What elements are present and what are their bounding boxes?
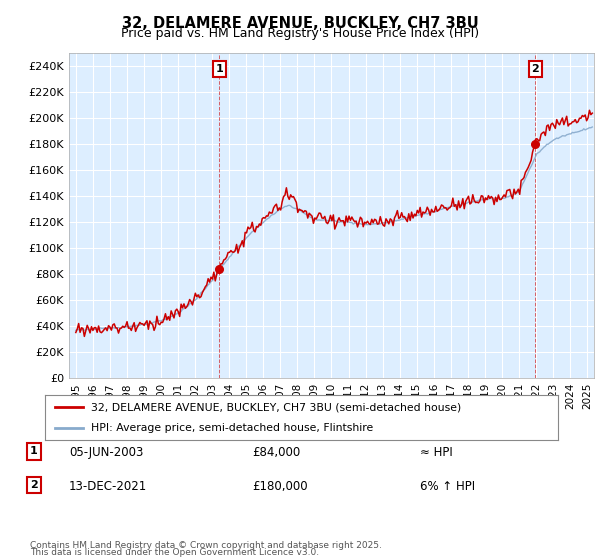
Text: HPI: Average price, semi-detached house, Flintshire: HPI: Average price, semi-detached house,… (91, 423, 373, 433)
Text: 32, DELAMERE AVENUE, BUCKLEY, CH7 3BU (semi-detached house): 32, DELAMERE AVENUE, BUCKLEY, CH7 3BU (s… (91, 402, 461, 412)
Text: 6% ↑ HPI: 6% ↑ HPI (420, 480, 475, 493)
Text: Price paid vs. HM Land Registry's House Price Index (HPI): Price paid vs. HM Land Registry's House … (121, 27, 479, 40)
Text: 32, DELAMERE AVENUE, BUCKLEY, CH7 3BU: 32, DELAMERE AVENUE, BUCKLEY, CH7 3BU (122, 16, 478, 31)
Text: ≈ HPI: ≈ HPI (420, 446, 453, 459)
Text: £180,000: £180,000 (252, 480, 308, 493)
Text: 1: 1 (215, 64, 223, 74)
Text: 2: 2 (30, 480, 38, 490)
Text: Contains HM Land Registry data © Crown copyright and database right 2025.: Contains HM Land Registry data © Crown c… (30, 541, 382, 550)
Text: This data is licensed under the Open Government Licence v3.0.: This data is licensed under the Open Gov… (30, 548, 319, 557)
Text: 2: 2 (532, 64, 539, 74)
Text: 05-JUN-2003: 05-JUN-2003 (69, 446, 143, 459)
Text: 1: 1 (30, 446, 38, 456)
Text: 13-DEC-2021: 13-DEC-2021 (69, 480, 147, 493)
Text: £84,000: £84,000 (252, 446, 300, 459)
